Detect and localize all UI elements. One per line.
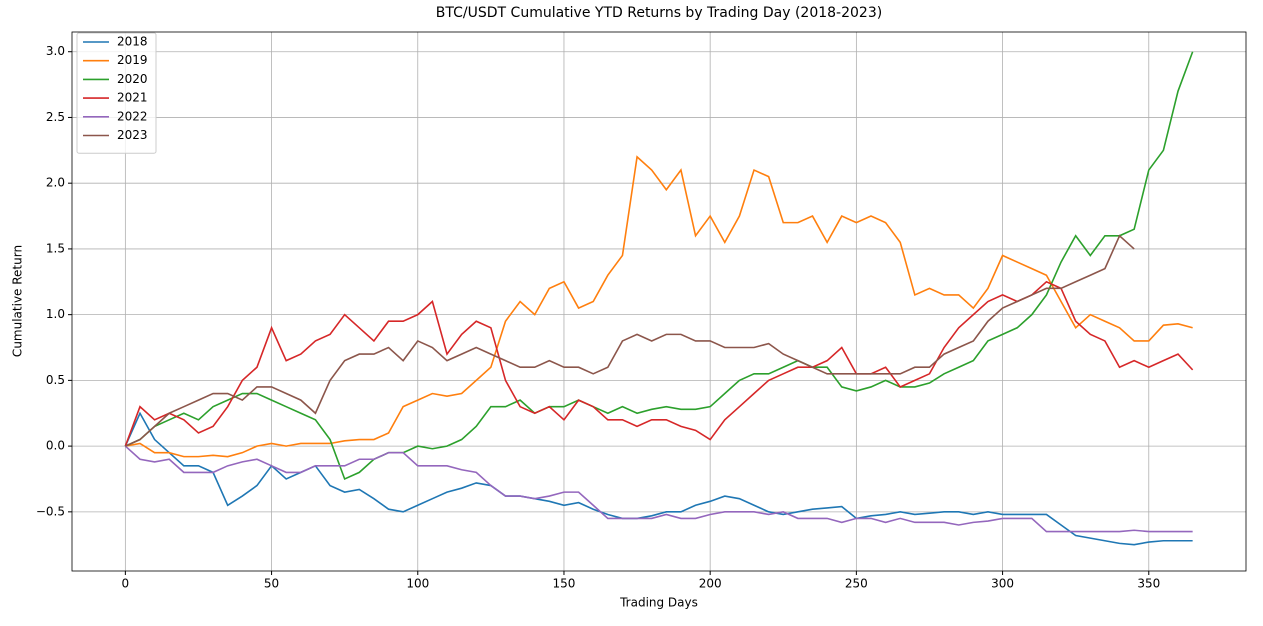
x-tick-label: 300 [991, 577, 1014, 591]
legend-box [76, 32, 157, 154]
x-tick-label: 0 [122, 577, 130, 591]
legend-label: 2021 [117, 91, 148, 105]
y-tick-label: −0.5 [36, 504, 65, 518]
series-line [124, 280, 1194, 447]
x-tick-label: 100 [406, 577, 429, 591]
y-tick-label: 0.5 [46, 373, 65, 387]
legend-label: 2018 [117, 35, 148, 49]
legend-label: 2020 [117, 72, 148, 86]
series-line [124, 411, 1193, 546]
legend-label: 2022 [117, 109, 148, 123]
x-tick-label: 350 [1137, 577, 1160, 591]
x-tick-label: 150 [553, 577, 576, 591]
plot-frame [71, 31, 1247, 572]
series-line [125, 155, 1193, 458]
x-tick-label: 50 [264, 577, 279, 591]
x-tick-label: 250 [845, 577, 868, 591]
y-tick-label: 1.0 [46, 307, 65, 321]
y-tick-label: 3.0 [46, 44, 65, 58]
series-line [124, 445, 1193, 533]
series-line [125, 234, 1135, 447]
legend-label: 2019 [117, 53, 148, 67]
x-axis-label: Trading Days [619, 596, 698, 610]
y-tick-label: 2.5 [46, 110, 65, 124]
x-tick-label: 200 [699, 577, 722, 591]
y-axis-label: Cumulative Return [11, 245, 25, 357]
series-line [125, 51, 1194, 481]
chart-title: BTC/USDT Cumulative YTD Returns by Tradi… [436, 5, 882, 21]
y-tick-label: 0.0 [46, 439, 65, 453]
y-tick-label: 1.5 [46, 241, 65, 255]
y-tick-label: 2.0 [46, 176, 65, 190]
legend-label: 2023 [117, 128, 148, 142]
